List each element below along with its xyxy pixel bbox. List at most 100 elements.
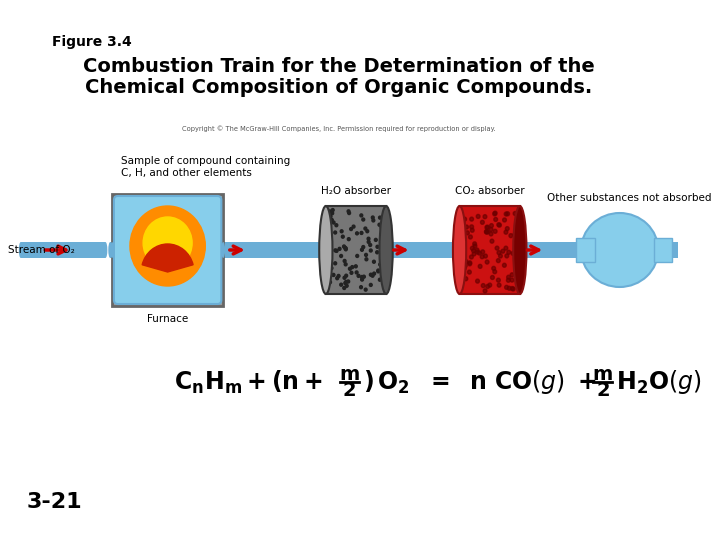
- Circle shape: [509, 234, 513, 238]
- Circle shape: [346, 284, 348, 287]
- Circle shape: [469, 255, 473, 259]
- Circle shape: [469, 225, 474, 229]
- Circle shape: [330, 219, 333, 221]
- Bar: [386, 242, 416, 258]
- Circle shape: [462, 246, 466, 250]
- Circle shape: [480, 220, 485, 224]
- Circle shape: [476, 279, 480, 283]
- Circle shape: [495, 246, 499, 250]
- Circle shape: [380, 226, 383, 229]
- Circle shape: [362, 246, 365, 248]
- Circle shape: [364, 253, 367, 256]
- Circle shape: [486, 285, 490, 288]
- Circle shape: [485, 260, 489, 264]
- Circle shape: [336, 249, 338, 252]
- Circle shape: [483, 215, 487, 219]
- Circle shape: [481, 250, 485, 254]
- Circle shape: [514, 267, 518, 271]
- Circle shape: [501, 249, 505, 253]
- Circle shape: [361, 275, 364, 279]
- Circle shape: [347, 238, 350, 241]
- Text: $\mathbf{)\,O_2\ \ =\ \ n\ CO}$$\mathit{(g)}$$\mathbf{\ +}$: $\mathbf{)\,O_2\ \ =\ \ n\ CO}$$\mathit{…: [363, 368, 596, 396]
- Ellipse shape: [456, 242, 461, 258]
- Text: Other substances not absorbed: Other substances not absorbed: [546, 193, 711, 203]
- Ellipse shape: [513, 206, 526, 294]
- Circle shape: [466, 231, 469, 235]
- Text: Figure 3.4: Figure 3.4: [52, 35, 132, 49]
- Circle shape: [335, 224, 338, 227]
- Circle shape: [490, 239, 494, 243]
- Text: Sample of compound containing
C, H, and other elements: Sample of compound containing C, H, and …: [120, 157, 289, 178]
- Circle shape: [334, 262, 337, 265]
- Circle shape: [379, 278, 382, 281]
- Circle shape: [485, 226, 489, 230]
- Circle shape: [493, 211, 497, 215]
- Circle shape: [366, 230, 369, 233]
- Circle shape: [347, 280, 350, 283]
- Bar: [459, 206, 520, 294]
- Text: $\mathbf{H_2O}$$\mathit{(g)}$: $\mathbf{H_2O}$$\mathit{(g)}$: [616, 368, 701, 396]
- Circle shape: [511, 287, 515, 291]
- Circle shape: [510, 273, 514, 277]
- Circle shape: [498, 283, 501, 287]
- Circle shape: [354, 265, 357, 268]
- Circle shape: [505, 254, 508, 258]
- Bar: [520, 242, 550, 258]
- Circle shape: [356, 254, 359, 258]
- Circle shape: [469, 217, 474, 221]
- Circle shape: [490, 275, 495, 280]
- Circle shape: [348, 267, 351, 270]
- Circle shape: [329, 237, 332, 240]
- Circle shape: [343, 276, 346, 279]
- Circle shape: [365, 258, 368, 261]
- Circle shape: [344, 246, 347, 249]
- Ellipse shape: [379, 206, 392, 294]
- Text: Combustion Train for the Determination of the: Combustion Train for the Determination o…: [83, 57, 595, 76]
- Circle shape: [345, 274, 348, 277]
- Circle shape: [362, 218, 364, 221]
- Circle shape: [504, 230, 508, 234]
- Ellipse shape: [251, 242, 255, 258]
- Circle shape: [338, 247, 341, 251]
- Circle shape: [497, 278, 500, 282]
- Text: $\mathbf{2}$: $\mathbf{2}$: [595, 381, 610, 401]
- Circle shape: [381, 269, 384, 273]
- Bar: [326, 206, 386, 294]
- Circle shape: [344, 247, 347, 250]
- Circle shape: [348, 212, 351, 214]
- Ellipse shape: [581, 213, 658, 287]
- Circle shape: [364, 288, 367, 291]
- Circle shape: [369, 249, 372, 252]
- Circle shape: [377, 270, 379, 273]
- Circle shape: [328, 248, 330, 251]
- Circle shape: [510, 278, 514, 282]
- Circle shape: [331, 208, 334, 212]
- Circle shape: [461, 221, 465, 225]
- Circle shape: [485, 230, 490, 234]
- Circle shape: [496, 259, 500, 262]
- Circle shape: [345, 280, 348, 284]
- Circle shape: [340, 283, 343, 286]
- Circle shape: [344, 281, 347, 285]
- FancyBboxPatch shape: [114, 196, 221, 304]
- Circle shape: [330, 267, 333, 269]
- Circle shape: [462, 266, 467, 270]
- Circle shape: [489, 227, 493, 232]
- Circle shape: [328, 210, 331, 213]
- Circle shape: [486, 225, 490, 229]
- Circle shape: [344, 263, 347, 266]
- Text: Copyright © The McGraw-Hill Companies, Inc. Permission required for reproduction: Copyright © The McGraw-Hill Companies, I…: [182, 125, 496, 132]
- Ellipse shape: [455, 242, 459, 258]
- Circle shape: [364, 227, 366, 230]
- Ellipse shape: [576, 242, 580, 258]
- Ellipse shape: [108, 242, 112, 258]
- Text: H₂O absorber: H₂O absorber: [321, 186, 391, 196]
- Circle shape: [464, 276, 468, 281]
- Circle shape: [483, 289, 487, 293]
- Circle shape: [464, 260, 468, 264]
- Text: CO₂ absorber: CO₂ absorber: [455, 186, 524, 196]
- Circle shape: [461, 259, 464, 264]
- Bar: [672, 242, 678, 258]
- Text: $\mathbf{C_nH_m + (n+}$: $\mathbf{C_nH_m + (n+}$: [174, 368, 323, 396]
- Bar: [223, 242, 253, 258]
